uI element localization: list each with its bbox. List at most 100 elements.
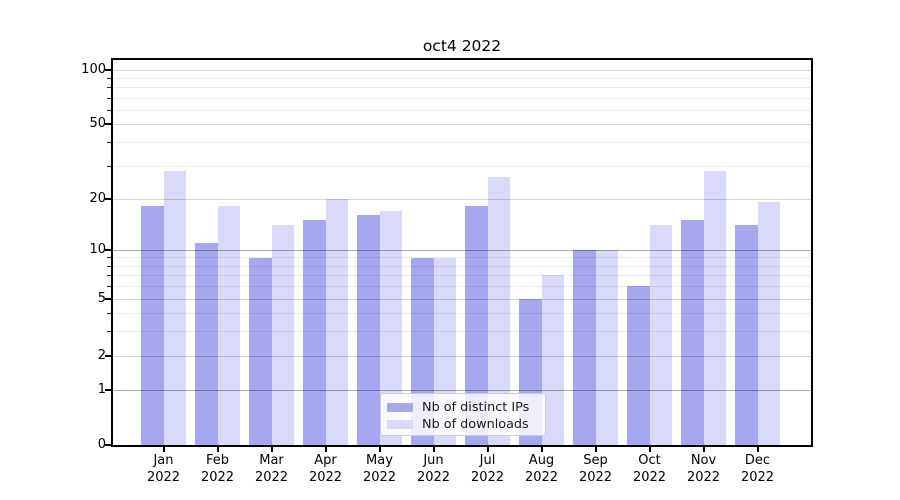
y-minor-tick-mark bbox=[107, 257, 111, 259]
plot-area: Nb of distinct IPs Nb of downloads bbox=[111, 58, 813, 447]
x-tick-label-dec: Dec 2022 bbox=[730, 452, 786, 486]
bar-downloads-apr bbox=[325, 198, 348, 445]
x-tick-month: Aug bbox=[528, 453, 555, 468]
gridline-major bbox=[113, 299, 811, 301]
x-tick-year: 2022 bbox=[416, 470, 451, 485]
bar-distinct-ips-feb bbox=[195, 242, 218, 445]
y-tick-label: 20 bbox=[89, 190, 106, 206]
y-tick-label: 100 bbox=[81, 62, 106, 77]
y-minor-tick-mark bbox=[107, 330, 111, 332]
bar-downloads-sep bbox=[595, 250, 618, 445]
x-tick-label-may: May 2022 bbox=[352, 452, 408, 486]
x-tick-year: 2022 bbox=[740, 470, 775, 485]
x-tick-label-nov: Nov 2022 bbox=[676, 452, 732, 486]
x-tick-month: Apr bbox=[314, 453, 337, 468]
gridline-major bbox=[113, 198, 811, 200]
legend-label: Nb of downloads bbox=[422, 417, 529, 432]
x-tick-mark bbox=[756, 447, 759, 452]
y-tick-mark bbox=[105, 298, 111, 301]
bar-distinct-ips-jul bbox=[465, 206, 488, 445]
x-tick-year: 2022 bbox=[254, 470, 289, 485]
x-tick-mark bbox=[432, 447, 435, 452]
gridline-minor bbox=[113, 286, 811, 288]
y-minor-tick-mark bbox=[107, 165, 111, 167]
bar-downloads-mar bbox=[271, 225, 294, 445]
y-tick-mark bbox=[105, 197, 111, 200]
gridline-minor bbox=[113, 265, 811, 267]
x-tick-month: Sep bbox=[583, 453, 608, 468]
bar-downloads-may bbox=[379, 210, 402, 445]
x-tick-label-mar: Mar 2022 bbox=[244, 452, 300, 486]
bar-downloads-aug bbox=[541, 275, 564, 445]
gridline-major bbox=[113, 70, 811, 71]
x-tick-label-jul: Jul 2022 bbox=[460, 452, 516, 486]
legend-swatch-downloads bbox=[387, 420, 413, 429]
bar-downloads-jan bbox=[163, 171, 186, 445]
x-tick-month: Mar bbox=[259, 453, 284, 468]
bar-downloads-feb bbox=[217, 206, 240, 445]
bar-distinct-ips-oct bbox=[627, 286, 650, 445]
x-tick-mark bbox=[324, 447, 327, 452]
gridline-minor bbox=[113, 257, 811, 259]
x-tick-label-oct: Oct 2022 bbox=[622, 452, 678, 486]
y-minor-tick-mark bbox=[107, 87, 111, 89]
x-tick-month: Dec bbox=[744, 453, 771, 468]
plot-inner: Nb of distinct IPs Nb of downloads bbox=[113, 60, 811, 445]
legend-entry: Nb of downloads bbox=[387, 416, 537, 433]
bar-distinct-ips-apr bbox=[303, 219, 326, 445]
y-minor-tick-mark bbox=[107, 78, 111, 80]
x-tick-label-jan: Jan 2022 bbox=[136, 452, 192, 486]
bar-distinct-ips-jan bbox=[141, 206, 164, 445]
y-tick-mark bbox=[105, 123, 111, 126]
y-tick-label: 2 bbox=[97, 348, 106, 363]
y-minor-tick-mark bbox=[107, 313, 111, 315]
gridline-minor bbox=[113, 97, 811, 99]
gridline-minor bbox=[113, 330, 811, 332]
x-tick-year: 2022 bbox=[686, 470, 721, 485]
gridline-minor bbox=[113, 275, 811, 277]
x-tick-month: Jun bbox=[423, 453, 444, 468]
x-tick-mark bbox=[486, 447, 489, 452]
x-tick-year: 2022 bbox=[200, 470, 235, 485]
x-tick-mark bbox=[594, 447, 597, 452]
gridline-minor bbox=[113, 165, 811, 167]
x-tick-label-jun: Jun 2022 bbox=[406, 452, 462, 486]
gridline-major bbox=[113, 250, 811, 251]
x-tick-label-sep: Sep 2022 bbox=[568, 452, 624, 486]
y-minor-tick-mark bbox=[107, 142, 111, 144]
y-tick-label: 5 bbox=[97, 291, 106, 307]
bar-downloads-oct bbox=[649, 225, 672, 445]
gridline-major bbox=[113, 356, 811, 357]
y-tick-label: 10 bbox=[89, 242, 106, 257]
y-tick-mark bbox=[105, 355, 111, 357]
x-tick-year: 2022 bbox=[578, 470, 613, 485]
gridline-minor bbox=[113, 313, 811, 315]
gridline-major bbox=[113, 389, 811, 391]
x-tick-mark bbox=[648, 447, 651, 452]
bar-distinct-ips-sep bbox=[573, 250, 596, 445]
legend-entry: Nb of distinct IPs bbox=[387, 399, 537, 416]
y-minor-tick-mark bbox=[107, 265, 111, 267]
y-tick-label: 0 bbox=[97, 437, 106, 452]
x-tick-label-apr: Apr 2022 bbox=[298, 452, 354, 486]
x-tick-label-aug: Aug 2022 bbox=[514, 452, 570, 486]
x-tick-year: 2022 bbox=[524, 470, 559, 485]
x-tick-mark bbox=[270, 447, 273, 452]
x-tick-mark bbox=[702, 447, 705, 452]
y-tick-label: 1 bbox=[97, 381, 106, 397]
x-tick-mark bbox=[216, 447, 219, 452]
x-tick-month: Jan bbox=[153, 453, 174, 468]
y-minor-tick-mark bbox=[107, 110, 111, 112]
bar-distinct-ips-mar bbox=[249, 257, 272, 445]
bar-downloads-dec bbox=[757, 202, 780, 445]
legend-rows: Nb of distinct IPs Nb of downloads bbox=[387, 399, 537, 433]
gridline-minor bbox=[113, 142, 811, 144]
x-tick-month: Nov bbox=[690, 453, 717, 468]
y-minor-tick-mark bbox=[107, 97, 111, 99]
chart-title: oct4 2022 bbox=[422, 37, 502, 55]
x-tick-month: Feb bbox=[205, 453, 230, 468]
y-tick-label: 50 bbox=[89, 116, 106, 132]
y-minor-tick-mark bbox=[107, 286, 111, 288]
x-tick-year: 2022 bbox=[632, 470, 667, 485]
x-tick-month: Oct bbox=[638, 453, 661, 468]
